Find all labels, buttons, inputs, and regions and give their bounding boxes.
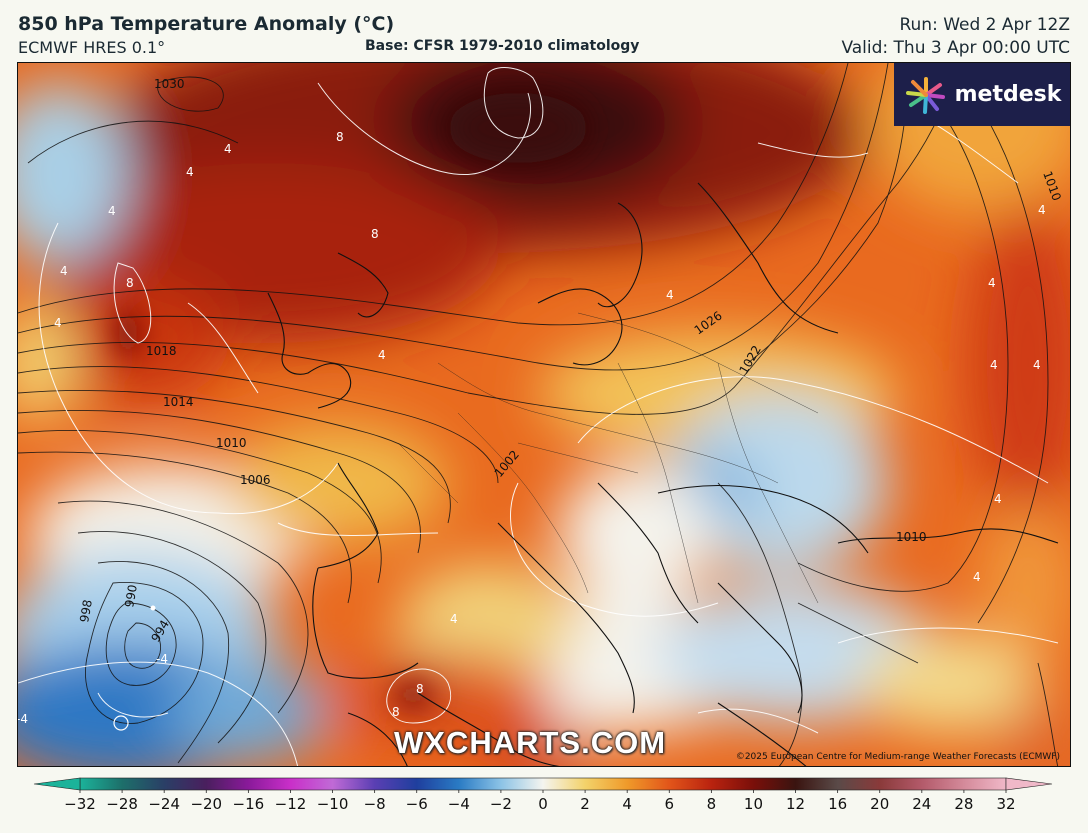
colorbar-tick-label: 16 [828, 795, 848, 813]
colorbar-max-arrow [1005, 777, 1053, 791]
anomaly-label: 4 [973, 570, 981, 584]
chart-title: 850 hPa Temperature Anomaly (°C) [18, 13, 395, 35]
isobar-label: 990 [122, 584, 140, 609]
climatology-base: Base: CFSR 1979-2010 climatology [365, 38, 640, 54]
anomaly-label: 4 [990, 358, 998, 372]
colorbar-tick-label: −24 [148, 795, 180, 813]
isobar-label: 1018 [146, 344, 177, 358]
anomaly-field [18, 63, 1070, 766]
anomaly-label: 8 [392, 705, 400, 719]
colorbar-tick-label: 4 [622, 795, 632, 813]
colorbar-tick-label: −20 [190, 795, 223, 813]
colorbar-tick-label: 10 [743, 795, 763, 813]
isobar-label: 1010 [896, 530, 927, 544]
isobar-label: 1010 [216, 436, 247, 450]
colorbar-tick-label: 0 [538, 795, 548, 813]
anomaly-label: -4 [18, 712, 28, 726]
anomaly-label: 4 [108, 204, 116, 218]
isobar-label: 1030 [154, 77, 185, 91]
colorbar-tick-label: −2 [489, 795, 512, 813]
borders [397, 312, 819, 604]
anomaly-label: 8 [336, 130, 344, 144]
colorbar-tick-label: 28 [954, 795, 974, 813]
anomaly-label: 4 [988, 276, 996, 290]
ecmwf-copyright: ©2025 European Centre for Medium-range W… [735, 752, 1060, 762]
colorbar-tick-label: −6 [405, 795, 428, 813]
colorbar-tick-labels: −32 −28 −24 −20 −16 −12 −10 −8 −6 −4 −2 0 2 4 6 8 10 12 16… [30, 795, 1056, 819]
anomaly-label: 4 [1038, 203, 1046, 217]
metdesk-star-icon [905, 76, 945, 114]
colorbar-tick-label: −8 [363, 795, 386, 813]
colorbar-tick-label: 20 [870, 795, 890, 813]
colorbar-tick-label: 12 [785, 795, 806, 813]
colorbar-gradient [79, 777, 1007, 791]
anomaly-label: 4 [224, 142, 232, 156]
anomaly-label: 4 [1033, 358, 1041, 372]
map-canvas: 1030 1026 1022 1018 1014 1010 1006 1002 … [18, 63, 1070, 766]
colorbar-tick-label: −4 [447, 795, 470, 813]
colorbar-tick-label: −12 [274, 795, 307, 813]
isobar-label: 1014 [163, 395, 194, 409]
colorbar [33, 777, 1053, 793]
colorbar-tick-label: 6 [664, 795, 675, 813]
metdesk-logo-text: metdesk [954, 82, 1062, 107]
anomaly-label: 4 [186, 165, 194, 179]
colorbar-tick-label: 8 [706, 795, 717, 813]
colorbar-tick-label: −16 [232, 795, 265, 813]
anomaly-label: 4 [450, 612, 458, 626]
colorbar-min-arrow [33, 777, 81, 791]
isobars [18, 63, 1059, 766]
valid-time: Valid: Thu 3 Apr 00:00 UTC [841, 38, 1070, 58]
anomaly-label: 8 [416, 682, 424, 696]
wxcharts-watermark: WXCHARTS.COM [394, 725, 667, 760]
anomaly-label: 4 [54, 316, 62, 330]
metdesk-logo[interactable]: metdesk [894, 63, 1070, 126]
colorbar-tick-label: 32 [996, 795, 1016, 813]
anomaly-label: 4 [666, 288, 674, 302]
model-name: ECMWF HRES 0.1° [18, 38, 166, 57]
colorbar-tick-label: 2 [580, 795, 590, 813]
anomaly-label: 8 [126, 276, 134, 290]
isobar-label: 998 [77, 599, 95, 624]
isobar-label: 1006 [240, 473, 271, 487]
run-time: Run: Wed 2 Apr 12Z [899, 15, 1070, 35]
anomaly-label: 4 [378, 348, 386, 362]
colorbar-tick-label: −32 [64, 795, 96, 813]
anomaly-label: -4 [156, 652, 168, 666]
anomaly-label: 8 [371, 227, 379, 241]
anomaly-label: 4 [60, 264, 68, 278]
colorbar-tick-label: 24 [912, 795, 932, 813]
anomaly-contours [18, 67, 1059, 766]
anomaly-map[interactable]: 1030 1026 1022 1018 1014 1010 1006 1002 … [17, 62, 1071, 767]
coastlines [267, 182, 1059, 766]
colorbar-legend: −32 −28 −24 −20 −16 −12 −10 −8 −6 −4 −2 0 2 4 6 8 10 12 16… [30, 775, 1056, 823]
anomaly-label: 4 [994, 492, 1002, 506]
low-pressure-marker [113, 605, 156, 731]
colorbar-tick-label: −28 [106, 795, 138, 813]
colorbar-tick-label: −10 [316, 795, 349, 813]
